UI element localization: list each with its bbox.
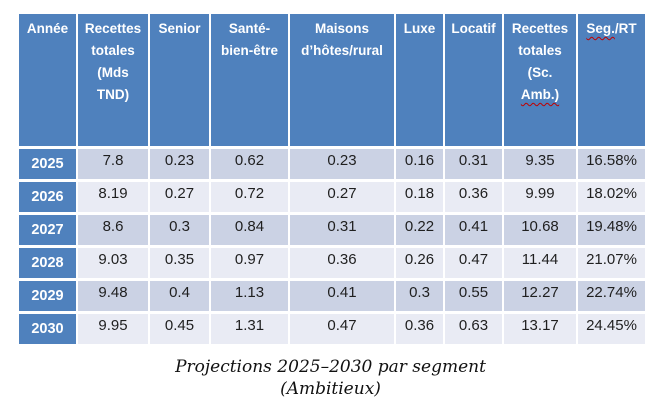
cell-sante-bien-etre: 0.62 <box>211 149 288 179</box>
spellcheck-underlined-word: Amb.) <box>520 87 560 102</box>
table-row-2025: 2025 7.8 0.23 0.62 0.23 0.16 0.31 9.35 1… <box>19 149 645 179</box>
column-header-senior: Senior <box>150 14 209 146</box>
cell-locatif: 0.55 <box>445 281 502 311</box>
cell-luxe: 0.26 <box>396 248 443 278</box>
table-row-2030: 2030 9.95 0.45 1.31 0.47 0.36 0.63 13.17… <box>19 314 645 344</box>
cell-locatif: 0.31 <box>445 149 502 179</box>
cell-seg-rt: 21.07% <box>578 248 645 278</box>
cell-seg-rt: 16.58% <box>578 149 645 179</box>
header-text: /RT <box>614 21 637 36</box>
cell-maisons-hotes-rural: 0.31 <box>290 215 394 245</box>
column-header-luxe: Luxe <box>396 14 443 146</box>
column-header-locatif: Locatif <box>445 14 502 146</box>
cell-locatif: 0.36 <box>445 182 502 212</box>
cell-locatif: 0.41 <box>445 215 502 245</box>
cell-senior: 0.27 <box>150 182 209 212</box>
cell-locatif: 0.63 <box>445 314 502 344</box>
table-row-2026: 2026 8.19 0.27 0.72 0.27 0.18 0.36 9.99 … <box>19 182 645 212</box>
cell-senior: 0.45 <box>150 314 209 344</box>
cell-senior: 0.4 <box>150 281 209 311</box>
column-header-recettes-totales-mds: Recettes totales (Mds TND) <box>78 14 148 146</box>
cell-seg-rt: 19.48% <box>578 215 645 245</box>
column-header-annee: Année <box>19 14 76 146</box>
caption-line-2: (Ambitieux) <box>280 379 381 399</box>
table-caption: Projections 2025–2030 par segment (Ambit… <box>17 356 644 400</box>
cell-luxe: 0.18 <box>396 182 443 212</box>
cell-sante-bien-etre: 0.84 <box>211 215 288 245</box>
cell-recettes-totales: 8.19 <box>78 182 148 212</box>
cell-sante-bien-etre: 1.31 <box>211 314 288 344</box>
cell-seg-rt: 24.45% <box>578 314 645 344</box>
cell-seg-rt: 22.74% <box>578 281 645 311</box>
projections-table: Année Recettes totales (Mds TND) Senior … <box>17 11 647 347</box>
column-header-recettes-totales-sc-amb: Recettes totales (Sc. Amb.) <box>504 14 576 146</box>
year-cell: 2026 <box>19 182 76 212</box>
cell-luxe: 0.16 <box>396 149 443 179</box>
cell-luxe: 0.22 <box>396 215 443 245</box>
header-row: Année Recettes totales (Mds TND) Senior … <box>19 14 645 146</box>
table-row-2029: 2029 9.48 0.4 1.13 0.41 0.3 0.55 12.27 2… <box>19 281 645 311</box>
cell-recettes-totales: 8.6 <box>78 215 148 245</box>
year-cell: 2025 <box>19 149 76 179</box>
header-text: Recettes totales (Sc. <box>511 21 569 80</box>
cell-recettes-totales: 7.8 <box>78 149 148 179</box>
cell-seg-rt: 18.02% <box>578 182 645 212</box>
cell-sante-bien-etre: 0.97 <box>211 248 288 278</box>
cell-maisons-hotes-rural: 0.23 <box>290 149 394 179</box>
cell-senior: 0.23 <box>150 149 209 179</box>
cell-recettes-totales: 9.95 <box>78 314 148 344</box>
spellcheck-underlined-word: Seg. <box>586 21 615 36</box>
cell-maisons-hotes-rural: 0.27 <box>290 182 394 212</box>
cell-luxe: 0.36 <box>396 314 443 344</box>
cell-maisons-hotes-rural: 0.36 <box>290 248 394 278</box>
column-header-sante-bien-etre: Santé- bien-être <box>211 14 288 146</box>
cell-luxe: 0.3 <box>396 281 443 311</box>
year-cell: 2029 <box>19 281 76 311</box>
year-cell: 2027 <box>19 215 76 245</box>
column-header-seg-rt: Seg./RT <box>578 14 645 146</box>
cell-recettes-sc-amb: 13.17 <box>504 314 576 344</box>
cell-sante-bien-etre: 1.13 <box>211 281 288 311</box>
column-header-maisons-hotes-rural: Maisons d’hôtes/rural <box>290 14 394 146</box>
cell-recettes-sc-amb: 9.35 <box>504 149 576 179</box>
cell-recettes-sc-amb: 12.27 <box>504 281 576 311</box>
table-row-2027: 2027 8.6 0.3 0.84 0.31 0.22 0.41 10.68 1… <box>19 215 645 245</box>
cell-recettes-totales: 9.03 <box>78 248 148 278</box>
cell-locatif: 0.47 <box>445 248 502 278</box>
cell-recettes-totales: 9.48 <box>78 281 148 311</box>
table-row-2028: 2028 9.03 0.35 0.97 0.36 0.26 0.47 11.44… <box>19 248 645 278</box>
cell-senior: 0.3 <box>150 215 209 245</box>
year-cell: 2028 <box>19 248 76 278</box>
caption-line-1: Projections 2025–2030 par segment <box>175 357 486 377</box>
cell-maisons-hotes-rural: 0.41 <box>290 281 394 311</box>
cell-recettes-sc-amb: 10.68 <box>504 215 576 245</box>
cell-sante-bien-etre: 0.72 <box>211 182 288 212</box>
cell-maisons-hotes-rural: 0.47 <box>290 314 394 344</box>
cell-recettes-sc-amb: 11.44 <box>504 248 576 278</box>
cell-senior: 0.35 <box>150 248 209 278</box>
year-cell: 2030 <box>19 314 76 344</box>
cell-recettes-sc-amb: 9.99 <box>504 182 576 212</box>
